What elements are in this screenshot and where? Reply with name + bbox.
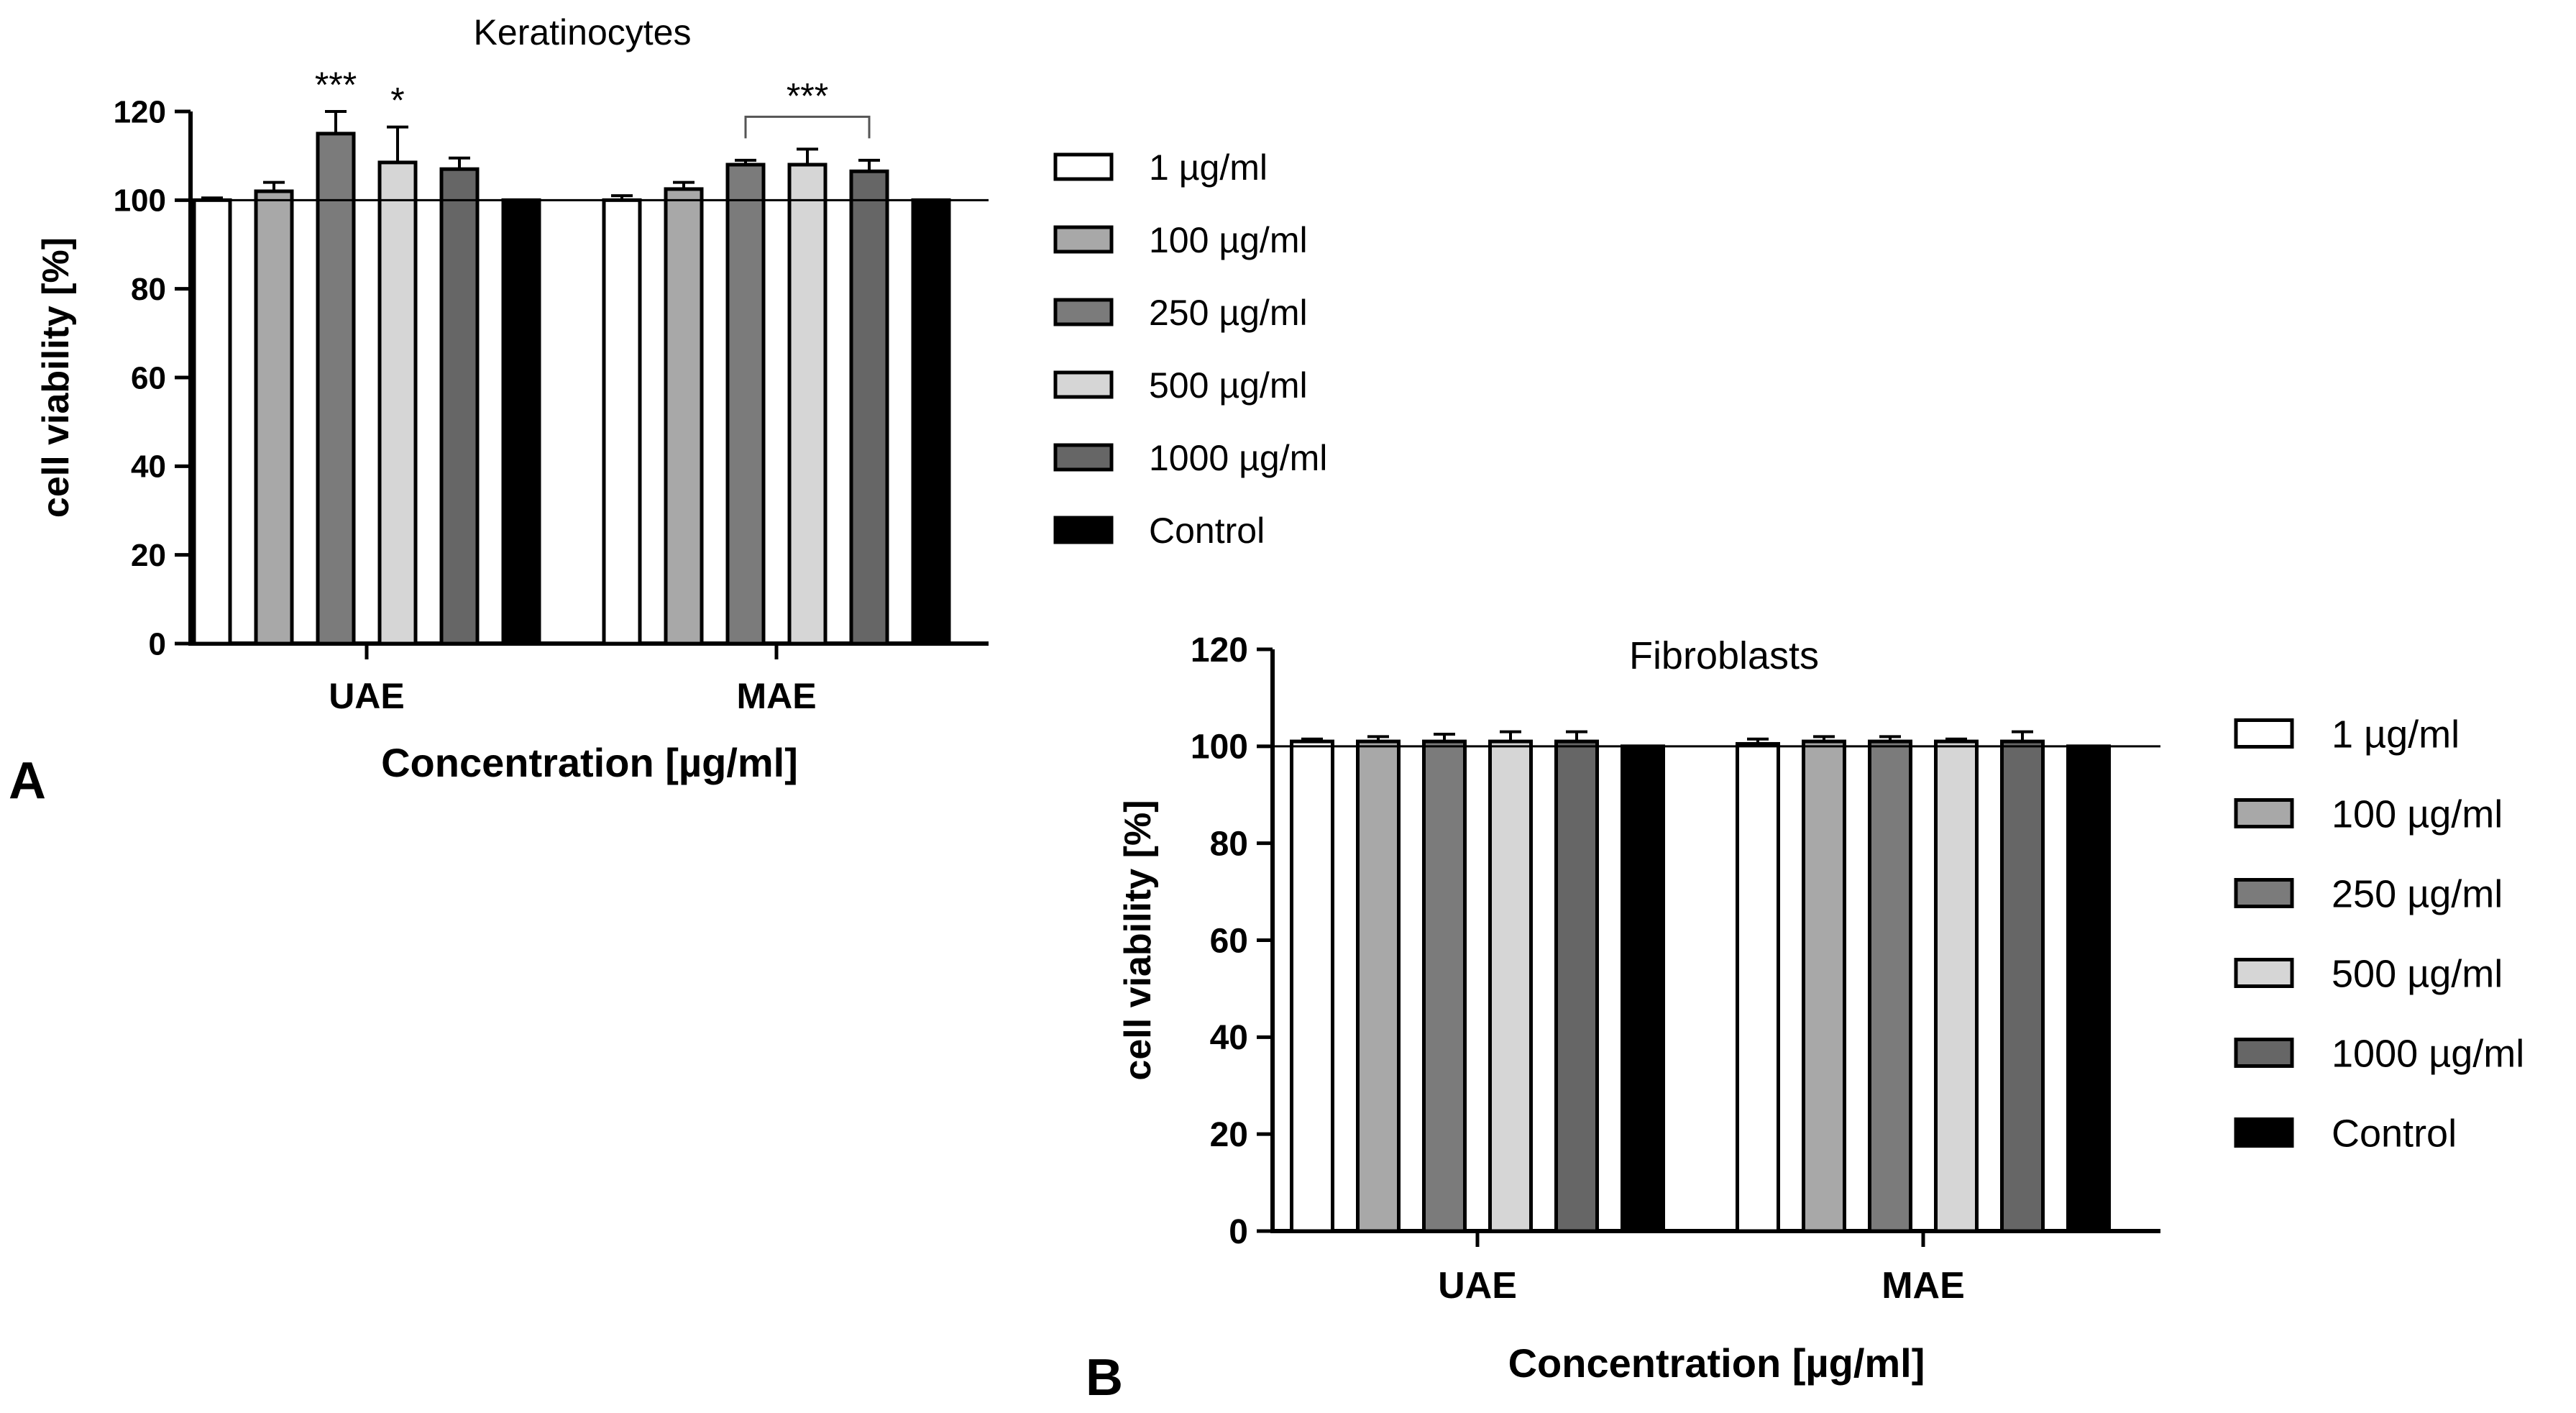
y-axis-label: cell viability [%] bbox=[35, 237, 77, 518]
legend-label-500-g-ml: 500 µg/ml bbox=[1149, 365, 1308, 406]
legend-swatch-1-g-ml bbox=[1053, 152, 1114, 181]
legend-label-1000-g-ml: 1000 µg/ml bbox=[2332, 1032, 2524, 1075]
bar-mae-control bbox=[911, 198, 951, 646]
bar-mae-1000-g-ml bbox=[2000, 739, 2045, 1233]
y-tick-label: 20 bbox=[1210, 1116, 1248, 1154]
legend-swatch-500-g-ml bbox=[1053, 370, 1114, 399]
panel-label-a: A bbox=[9, 752, 46, 810]
significance-stars: *** bbox=[315, 65, 357, 105]
bar-mae-1-g-ml bbox=[1736, 741, 1780, 1233]
y-tick-label: 0 bbox=[1229, 1213, 1248, 1251]
bar-uae-1-g-ml bbox=[192, 198, 232, 646]
legend-swatch-1000-g-ml bbox=[1053, 443, 1114, 472]
y-tick-label: 60 bbox=[1210, 922, 1248, 960]
legend-swatch-250-g-ml bbox=[1053, 298, 1114, 326]
bar-uae-control bbox=[1621, 744, 1665, 1233]
bar-mae-250-g-ml bbox=[1868, 739, 1912, 1233]
legend-swatch-1-g-ml bbox=[2234, 718, 2294, 749]
y-tick-label: 80 bbox=[1210, 825, 1248, 863]
keratinocytes-chart: Keratinocytes 0 20 40 60 80 100 120 UAE MAE Concen… bbox=[35, 12, 1327, 785]
legend-label-1000-g-ml: 1000 µg/ml bbox=[1149, 438, 1327, 478]
chart-title: Fibroblasts bbox=[1629, 634, 1819, 677]
y-tick-label: 0 bbox=[149, 626, 166, 662]
bar-mae-1-g-ml bbox=[602, 198, 642, 646]
x-tick-label-mae: MAE bbox=[1881, 1265, 1965, 1307]
x-tick-label-uae: UAE bbox=[329, 676, 405, 716]
bar-uae-1000-g-ml bbox=[1554, 739, 1599, 1233]
y-tick-label: 120 bbox=[1191, 631, 1248, 669]
legend-swatch-control bbox=[2234, 1117, 2294, 1148]
bar-uae-1000-g-ml bbox=[439, 167, 480, 646]
bar-mae-100-g-ml bbox=[1802, 739, 1846, 1233]
legend-swatch-1000-g-ml bbox=[2234, 1038, 2294, 1068]
bar-uae-250-g-ml bbox=[1422, 739, 1467, 1233]
panel-label-b: B bbox=[1086, 1349, 1123, 1407]
bar-mae-500-g-ml bbox=[1934, 739, 1979, 1233]
legend-swatch-control bbox=[1053, 516, 1114, 544]
y-tick-label: 100 bbox=[1191, 728, 1248, 767]
bar-uae-100-g-ml bbox=[254, 189, 294, 646]
legend-label-1-g-ml: 1 µg/ml bbox=[1149, 147, 1268, 188]
significance-stars: *** bbox=[787, 76, 828, 116]
legend-label-control: Control bbox=[2332, 1112, 2457, 1155]
legend-label-1-g-ml: 1 µg/ml bbox=[2332, 713, 2460, 756]
significance-bracket bbox=[744, 115, 871, 139]
y-tick-label: 120 bbox=[114, 94, 166, 129]
legend-label-250-g-ml: 250 µg/ml bbox=[2332, 872, 2503, 915]
bar-uae-1-g-ml bbox=[1290, 739, 1334, 1233]
x-tick-label-mae: MAE bbox=[736, 676, 816, 716]
bar-uae-250-g-ml bbox=[316, 132, 356, 646]
legend-label-100-g-ml: 100 µg/ml bbox=[1149, 220, 1308, 260]
legend-label-100-g-ml: 100 µg/ml bbox=[2332, 792, 2503, 836]
legend-label-control: Control bbox=[1149, 511, 1265, 551]
y-axis-label: cell viability [%] bbox=[1117, 800, 1159, 1080]
y-tick-label: 40 bbox=[1210, 1019, 1248, 1057]
legend-swatch-100-g-ml bbox=[2234, 798, 2294, 828]
bar-mae-control bbox=[2066, 744, 2111, 1233]
bar-uae-500-g-ml bbox=[1488, 739, 1533, 1233]
x-axis-label: Concentration [µg/ml] bbox=[381, 740, 798, 785]
bar-mae-500-g-ml bbox=[787, 163, 828, 646]
y-tick-label: 20 bbox=[131, 538, 166, 573]
y-tick-label: 60 bbox=[131, 360, 166, 395]
legend-swatch-250-g-ml bbox=[2234, 878, 2294, 908]
legend-label-250-g-ml: 250 µg/ml bbox=[1149, 293, 1308, 333]
bar-mae-100-g-ml bbox=[664, 187, 704, 646]
chart-title: Keratinocytes bbox=[474, 12, 692, 52]
legend-swatch-500-g-ml bbox=[2234, 958, 2294, 988]
fibroblasts-chart: Fibroblasts 0 20 40 60 80 100 120 UAE MAE Concentr… bbox=[1117, 631, 2524, 1386]
bar-uae-100-g-ml bbox=[1356, 739, 1401, 1233]
bar-uae-500-g-ml bbox=[377, 160, 418, 646]
y-tick-label: 40 bbox=[131, 449, 166, 485]
x-tick-label-uae: UAE bbox=[1438, 1265, 1517, 1307]
legend-label-500-g-ml: 500 µg/ml bbox=[2332, 952, 2503, 995]
y-tick-label: 100 bbox=[114, 183, 166, 219]
bar-mae-1000-g-ml bbox=[849, 169, 889, 646]
legend-swatch-100-g-ml bbox=[1053, 225, 1114, 254]
significance-stars: * bbox=[390, 81, 404, 121]
y-tick-label: 80 bbox=[131, 272, 166, 307]
x-axis-label: Concentration [µg/ml] bbox=[1508, 1340, 1925, 1386]
bar-mae-250-g-ml bbox=[725, 163, 766, 646]
bar-uae-control bbox=[501, 198, 541, 646]
